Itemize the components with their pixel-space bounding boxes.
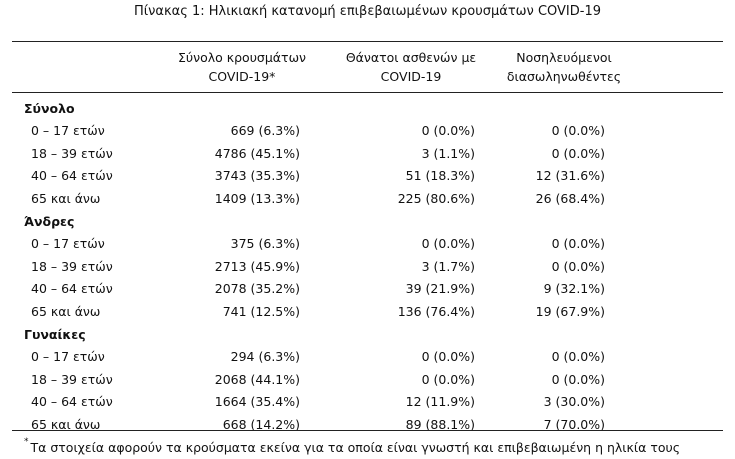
table-header-rule <box>12 92 723 93</box>
cell-deaths: 136 (76.4%) <box>397 303 475 319</box>
table-row: 65 και άνω 1409 (13.3%) 225 (80.6%) 26 (68.… <box>0 189 735 208</box>
cell-intubated: 0 (0.0%) <box>551 258 605 274</box>
column-header-cases-line1: Σύνολο κρουσμάτων <box>177 50 307 65</box>
table-row: 0 – 17 ετών 375 (6.3%) 0 (0.0%) 0 (0.0%) <box>0 234 735 253</box>
cell-cases: 2713 (45.9%) <box>214 258 300 274</box>
column-header-intubated-line2: διασωληνωθέντες <box>506 69 622 84</box>
table-row: 65 και άνω 668 (14.2%) 89 (88.1%) 7 (70.0%) <box>0 415 735 434</box>
row-label: 18 – 39 ετών <box>31 145 113 161</box>
row-label: 40 – 64 ετών <box>31 394 113 409</box>
row-label: 0 – 17 ετών <box>31 236 105 251</box>
cell-cases: 669 (6.3%) <box>230 123 300 138</box>
cell-cases: 668 (14.2%) <box>222 416 300 432</box>
cell-intubated: 7 (70.0%) <box>543 416 605 432</box>
cell-cases: 1664 (35.4%) <box>214 394 300 409</box>
table-row: 18 – 39 ετών 2713 (45.9%) 3 (1.7%) 0 (0.0%) <box>0 257 735 276</box>
table-row: 40 – 64 ετών 3743 (35.3%) 51 (18.3%) 12 (31… <box>0 166 735 185</box>
table-row: 0 – 17 ετών 669 (6.3%) 0 (0.0%) 0 (0.0%) <box>0 121 735 140</box>
row-label: 0 – 17 ετών <box>31 123 105 138</box>
row-label: 18 – 39 ετών <box>31 371 113 387</box>
column-header-deaths-line1: Θάνατοι ασθενών με <box>345 50 477 65</box>
cell-deaths: 225 (80.6%) <box>397 190 475 206</box>
cell-intubated: 19 (67.9%) <box>535 303 605 319</box>
row-label: 40 – 64 ετών <box>31 281 113 296</box>
cell-intubated: 0 (0.0%) <box>551 123 605 138</box>
column-header-cases: Σύνολο κρουσμάτων COVID-19* <box>162 48 322 86</box>
section-heading: Γυναίκες <box>24 327 86 342</box>
table-row: 18 – 39 ετών 4786 (45.1%) 3 (1.1%) 0 (0.0%) <box>0 144 735 163</box>
row-label: 65 και άνω <box>31 416 101 432</box>
table-row: 0 – 17 ετών 294 (6.3%) 0 (0.0%) 0 (0.0%) <box>0 347 735 366</box>
table-row: 40 – 64 ετών 2078 (35.2%) 39 (21.9%) 9 (32.… <box>0 279 735 298</box>
column-header-cases-line2: COVID-19* <box>208 69 276 84</box>
table-row: 65 και άνω 741 (12.5%) 136 (76.4%) 19 (67.9… <box>0 302 735 321</box>
cell-deaths: 0 (0.0%) <box>421 236 475 251</box>
cell-cases: 294 (6.3%) <box>230 349 300 364</box>
cell-cases: 3743 (35.3%) <box>214 168 300 183</box>
section-heading: Άνδρες <box>24 214 75 229</box>
column-header-intubated: Νοσηλευόμενοι διασωληνωθέντες <box>484 48 644 86</box>
column-header-deaths-line2: COVID-19 <box>380 69 442 84</box>
table-title: Πίνακας 1: Ηλικιακή κατανομή επιβεβαιωμέ… <box>134 4 601 19</box>
cell-deaths: 51 (18.3%) <box>405 168 475 183</box>
cell-cases: 741 (12.5%) <box>222 303 300 319</box>
cell-deaths: 0 (0.0%) <box>421 349 475 364</box>
cell-cases: 1409 (13.3%) <box>214 190 300 206</box>
cell-intubated: 26 (68.4%) <box>535 190 605 206</box>
cell-deaths: 3 (1.7%) <box>421 258 475 274</box>
footnote-text: Τα στοιχεία αφορούν τα κρούσματα εκείνα … <box>30 440 681 456</box>
table-row: 18 – 39 ετών 2068 (44.1%) 0 (0.0%) 0 (0.0%) <box>0 370 735 389</box>
cell-deaths: 89 (88.1%) <box>405 416 475 432</box>
cell-deaths: 0 (0.0%) <box>421 123 475 138</box>
table-bottom-rule <box>12 430 723 431</box>
row-label: 65 και άνω <box>31 303 101 319</box>
cell-intubated: 0 (0.0%) <box>551 145 605 161</box>
cell-cases: 2068 (44.1%) <box>214 371 300 387</box>
cell-intubated: 0 (0.0%) <box>551 236 605 251</box>
row-label: 0 – 17 ετών <box>31 349 105 364</box>
footnote-marker: * <box>24 437 29 447</box>
cell-intubated: 9 (32.1%) <box>543 281 605 296</box>
cell-cases: 4786 (45.1%) <box>214 145 300 161</box>
row-label: 40 – 64 ετών <box>31 168 113 183</box>
cell-intubated: 0 (0.0%) <box>551 371 605 387</box>
cell-intubated: 12 (31.6%) <box>535 168 605 183</box>
cell-deaths: 12 (11.9%) <box>405 394 475 409</box>
cell-intubated: 0 (0.0%) <box>551 349 605 364</box>
cell-intubated: 3 (30.0%) <box>543 394 605 409</box>
footnote: * Τα στοιχεία αφορούν τα κρούσματα εκείνα… <box>24 434 729 459</box>
section-heading: Σύνολο <box>24 101 75 116</box>
column-header-deaths: Θάνατοι ασθενών με COVID-19 <box>331 48 491 86</box>
cell-cases: 375 (6.3%) <box>230 236 300 251</box>
table-row: 40 – 64 ετών 1664 (35.4%) 12 (11.9%) 3 (30.… <box>0 392 735 411</box>
cell-deaths: 3 (1.1%) <box>421 145 475 161</box>
row-label: 65 και άνω <box>31 190 101 206</box>
cell-deaths: 39 (21.9%) <box>405 281 475 296</box>
row-label: 18 – 39 ετών <box>31 258 113 274</box>
column-header-intubated-line1: Νοσηλευόμενοι <box>516 50 612 65</box>
cell-deaths: 0 (0.0%) <box>421 371 475 387</box>
table-top-rule <box>12 41 723 42</box>
cell-cases: 2078 (35.2%) <box>214 281 300 296</box>
